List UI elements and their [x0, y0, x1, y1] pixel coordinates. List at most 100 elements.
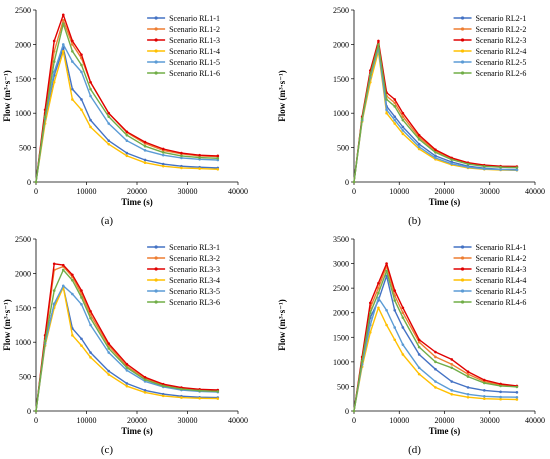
x-tick-label: 20000	[127, 187, 147, 196]
data-point	[417, 372, 421, 376]
data-point	[499, 382, 502, 386]
data-point	[352, 409, 356, 413]
legend-label: Scenario RL1-5	[169, 58, 220, 67]
legend-label: Scenario RL1-1	[169, 14, 220, 23]
data-point	[515, 391, 519, 394]
x-tick-label: 0	[352, 187, 356, 196]
legend-marker	[154, 60, 158, 64]
data-point	[393, 115, 397, 118]
data-point	[80, 289, 83, 292]
data-point	[80, 70, 83, 74]
data-point	[499, 390, 502, 394]
data-point	[499, 395, 502, 399]
data-point	[198, 153, 201, 157]
legend-marker	[460, 267, 465, 271]
data-point	[125, 384, 129, 388]
data-point	[377, 291, 380, 295]
legend-label: Scenario RL3-5	[169, 287, 220, 296]
x-tick-label: 30000	[480, 187, 500, 196]
panel-label: (a)	[101, 215, 114, 227]
legend-label: Scenario RL3-4	[169, 276, 220, 285]
x-tick-label: 30000	[178, 187, 198, 196]
data-point	[385, 108, 388, 112]
legend-marker	[154, 278, 158, 282]
data-point	[80, 98, 83, 101]
data-point	[161, 162, 165, 166]
data-point	[52, 289, 56, 292]
panel-label: (d)	[408, 444, 421, 456]
data-point	[401, 125, 405, 129]
data-point	[434, 355, 437, 359]
y-tick-label: 2500	[15, 6, 31, 15]
data-point	[61, 268, 65, 272]
data-point	[417, 138, 421, 141]
data-point	[125, 130, 129, 134]
x-tick-label: 40000	[525, 416, 545, 425]
data-point	[198, 396, 201, 400]
series-line-4	[35, 50, 218, 183]
x-axis-title: Time (s)	[121, 426, 153, 436]
legend-marker	[460, 60, 465, 64]
data-point	[401, 311, 405, 315]
data-point	[466, 395, 470, 399]
series-line-5	[353, 47, 517, 183]
data-point	[180, 166, 183, 170]
data-point	[499, 384, 502, 388]
data-point	[143, 375, 147, 379]
y-tick-label: 0	[345, 178, 349, 187]
data-point	[89, 351, 92, 354]
data-point	[61, 22, 65, 26]
legend-marker	[154, 300, 158, 304]
data-point	[393, 105, 397, 108]
y-tick-label: 2500	[333, 6, 349, 15]
data-point	[80, 63, 83, 67]
legend-marker	[460, 27, 465, 31]
data-point	[393, 98, 397, 101]
y-tick-label: 1000	[333, 358, 349, 367]
data-point	[466, 370, 470, 373]
data-point	[216, 390, 220, 393]
data-point	[401, 326, 405, 329]
legend-label: Scenario RL2-2	[476, 25, 527, 34]
legend-marker	[154, 71, 158, 75]
data-point	[71, 43, 74, 46]
data-point	[401, 132, 405, 136]
data-point	[515, 168, 519, 172]
y-tick-label: 1500	[15, 304, 31, 313]
data-point	[434, 148, 437, 151]
legend-marker	[460, 49, 465, 53]
data-point	[125, 151, 129, 155]
data-point	[466, 372, 470, 376]
data-point	[52, 70, 56, 74]
data-point	[125, 139, 129, 143]
data-point	[143, 161, 147, 165]
data-point	[377, 43, 380, 46]
data-point	[434, 151, 437, 154]
data-point	[107, 139, 111, 143]
data-point	[89, 356, 92, 359]
data-point	[393, 118, 397, 122]
series-line-2	[353, 265, 517, 412]
series-line-3	[353, 40, 517, 183]
data-point	[71, 60, 74, 63]
data-point	[483, 165, 486, 168]
data-point	[483, 389, 486, 392]
data-point	[180, 154, 183, 158]
data-point	[107, 342, 111, 345]
legend-marker	[154, 16, 158, 20]
data-point	[352, 180, 356, 184]
series-line-5	[353, 297, 517, 412]
series-line-1	[353, 275, 517, 412]
data-point	[401, 343, 405, 346]
legend-marker	[154, 27, 158, 31]
data-point	[385, 111, 388, 115]
data-point	[125, 366, 129, 369]
legend-label: Scenario RL4-4	[476, 276, 527, 285]
series-line-6	[35, 269, 218, 412]
data-point	[71, 278, 74, 282]
y-tick-label: 500	[337, 144, 349, 153]
data-point	[483, 394, 486, 398]
series-line-6	[35, 23, 218, 183]
legend-label: Scenario RL4-1	[476, 243, 527, 252]
x-tick-label: 10000	[389, 187, 409, 196]
